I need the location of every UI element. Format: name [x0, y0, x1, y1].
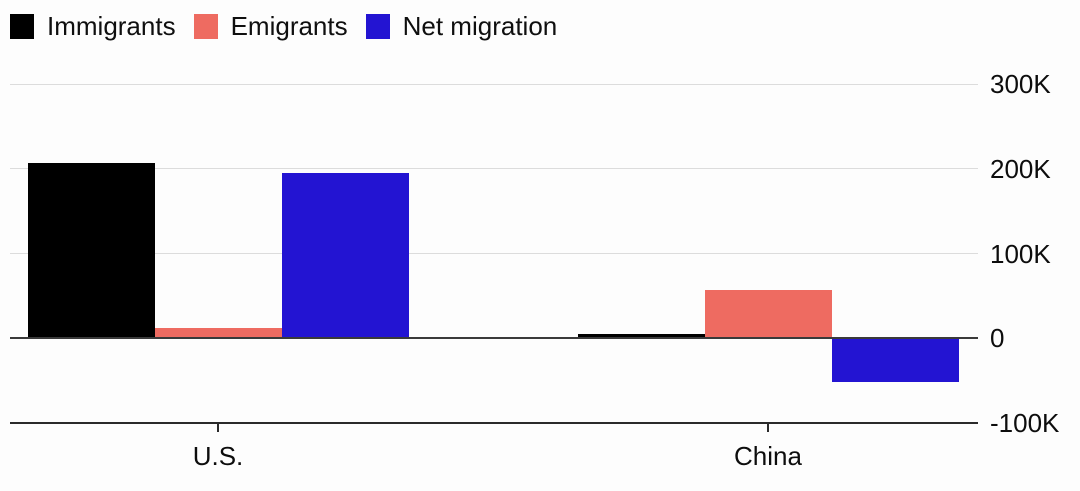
bar-immigrants-u-s-	[27, 162, 155, 339]
legend: Immigrants Emigrants Net migration	[10, 13, 575, 39]
legend-item-net-migration: Net migration	[365, 11, 558, 41]
legend-label-immigrants: Immigrants	[47, 11, 176, 41]
bar-net-migration-u-s-	[281, 172, 409, 339]
y-axis-label--100K: -100K	[990, 408, 1060, 438]
bar-net-migration-china	[831, 338, 959, 383]
category-label-us: U.S.	[192, 441, 244, 471]
legend-swatch-net-migration-icon	[365, 13, 390, 39]
zero-axis-line	[10, 337, 978, 340]
x-axis-line	[10, 422, 978, 424]
legend-swatch-emigrants-icon	[193, 13, 218, 39]
legend-label-net-migration: Net migration	[402, 11, 558, 41]
legend-item-emigrants: Emigrants	[193, 11, 348, 41]
gridline-300K	[10, 83, 978, 85]
legend-label-emigrants: Emigrants	[230, 11, 348, 41]
y-axis-label-100K: 100K	[990, 238, 1051, 269]
x-axis-tick-u-s-	[217, 423, 219, 432]
category-label-china: China	[734, 441, 802, 471]
x-axis-tick-china	[767, 423, 769, 432]
bar-emigrants-u-s-	[154, 328, 282, 339]
y-axis-label-0: 0	[990, 323, 1005, 354]
bar-immigrants-china	[577, 334, 705, 339]
legend-swatch-immigrants-icon	[10, 13, 34, 39]
gridline-200K	[10, 168, 978, 170]
gridline-100K	[10, 253, 978, 254]
y-axis-label-200K: 200K	[990, 153, 1051, 184]
y-axis-label-300K: 300K	[990, 69, 1051, 99]
legend-item-immigrants: Immigrants	[10, 13, 176, 39]
bar-emigrants-china	[704, 289, 832, 339]
